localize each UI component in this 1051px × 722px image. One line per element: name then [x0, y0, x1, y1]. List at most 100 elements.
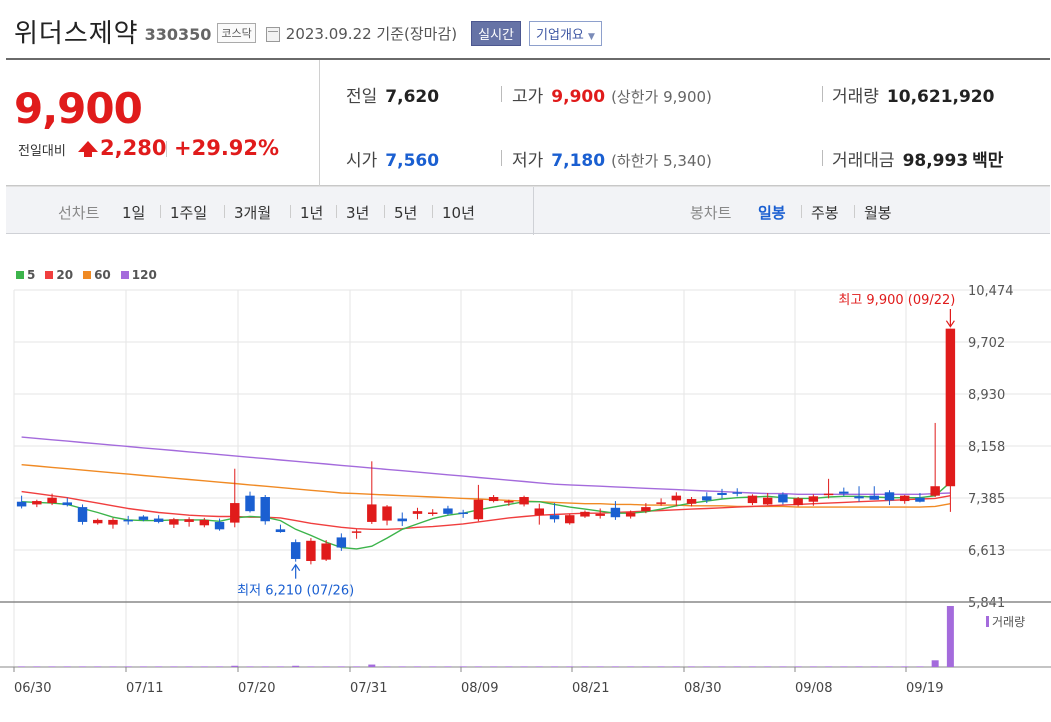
candle-body	[717, 492, 727, 495]
volume-bar	[429, 666, 437, 667]
y-tick-label: 9,702	[968, 336, 1005, 351]
volume-bar	[581, 666, 589, 667]
candle-body	[610, 507, 621, 518]
candle-body	[184, 519, 194, 522]
title-row: 위더스제약 330350 코스닥 2023.09.22 기준(장마감) 실시간 …	[14, 14, 602, 49]
high-annotation: 최고 9,900 (09/22)	[838, 293, 955, 308]
trade-amount: 거래대금 98,993 백만	[832, 151, 1004, 171]
volume-bar	[688, 666, 696, 667]
candle-body	[732, 492, 742, 494]
candle-body	[351, 531, 362, 533]
candle-body	[504, 501, 514, 503]
tab-3y[interactable]: 3년	[346, 204, 370, 222]
volume-bar	[170, 666, 178, 667]
candle-body	[884, 492, 895, 501]
plot-background	[14, 290, 1037, 667]
volume-bar	[931, 660, 939, 667]
volume-bar	[322, 666, 330, 667]
candle-body	[808, 496, 819, 502]
candle-body	[214, 521, 225, 530]
volume-bar	[474, 666, 482, 667]
candle-body	[839, 491, 849, 494]
price-panel: 9,900 전일대비 2,280 +29.92%	[6, 60, 320, 186]
volume-bar	[413, 666, 421, 667]
volume-label: 거래량	[992, 615, 1025, 629]
candle-body	[245, 495, 255, 512]
volume-bar	[368, 664, 376, 667]
x-tick-label: 07/31	[350, 681, 387, 696]
candle-body	[275, 529, 286, 533]
chart-tabbar: 선차트 1일 1주일 3개월 1년 3년 5년 10년 봉차트 일봉 주봉 월봉	[6, 186, 1050, 235]
candle-body	[199, 519, 210, 526]
y-tick-label: 10,474	[968, 284, 1014, 299]
volume-bar	[276, 666, 284, 667]
candle-body	[427, 512, 438, 515]
volume-bar	[505, 666, 513, 667]
x-tick-label: 09/08	[795, 681, 832, 696]
date-info: 2023.09.22 기준(장마감)	[285, 24, 458, 43]
volume-bar	[596, 666, 604, 667]
candle-body	[260, 497, 270, 522]
candle-body	[625, 512, 636, 517]
volume-legend-swatch	[986, 616, 989, 627]
candle-body	[762, 497, 773, 505]
tab-3m[interactable]: 3개월	[234, 204, 272, 222]
volume-bar	[901, 666, 909, 667]
line-chart-label: 선차트	[58, 204, 100, 222]
volume-bar	[337, 666, 345, 667]
volume-bar	[124, 666, 132, 667]
candle-body	[230, 503, 240, 523]
candle-body	[108, 519, 118, 525]
candle-body	[47, 497, 57, 504]
volume-bar	[627, 666, 635, 667]
candle-chart-label: 봉차트	[690, 204, 732, 222]
volume-bar	[825, 666, 833, 667]
volume-bar	[398, 666, 406, 667]
x-tick-label: 06/30	[14, 681, 51, 696]
volume-bar	[231, 665, 239, 667]
candle-body	[899, 495, 910, 502]
candle-body	[945, 328, 956, 487]
candle-body	[32, 501, 42, 505]
company-info-button[interactable]: 기업개요 ▼	[529, 20, 602, 46]
chart-legend: 5 20 60 120	[16, 268, 157, 282]
x-tick-label: 07/11	[126, 681, 163, 696]
candle-body	[153, 518, 164, 522]
candle-body	[778, 494, 788, 503]
tab-1d[interactable]: 1일	[122, 204, 146, 222]
volume-bar	[109, 666, 117, 667]
quote-panel: 9,900 전일대비 2,280 +29.92% 전일 7,620 시가 7,560…	[6, 58, 1050, 186]
y-tick-label: 5,841	[968, 596, 1005, 611]
tab-daily[interactable]: 일봉	[758, 204, 786, 222]
volume-bar	[566, 666, 574, 667]
y-tick-label: 6,613	[968, 544, 1005, 559]
volume-bar	[764, 666, 772, 667]
x-tick-label: 08/30	[684, 681, 721, 696]
tab-1w[interactable]: 1주일	[170, 204, 208, 222]
candle-body	[321, 543, 331, 560]
candle-body	[397, 518, 407, 522]
high-price: 고가 9,900 (상한가 9,900)	[512, 87, 712, 107]
volume-bar	[672, 666, 680, 667]
market-badge: 코스닥	[217, 23, 256, 43]
volume-bar	[748, 666, 756, 667]
low-annotation: 최저 6,210 (07/26)	[237, 584, 354, 599]
candle-body	[473, 499, 484, 520]
realtime-button[interactable]: 실시간	[471, 20, 522, 46]
tab-weekly[interactable]: 주봉	[811, 204, 839, 222]
volume-bar	[551, 666, 559, 667]
x-tick-label: 07/20	[238, 681, 275, 696]
volume-bar	[444, 666, 452, 667]
volume-bar	[718, 666, 726, 667]
volume-bar	[79, 666, 87, 667]
volume-bar	[809, 666, 817, 667]
candle-body	[16, 501, 27, 507]
volume-bar	[840, 666, 848, 667]
calendar-icon	[265, 26, 280, 42]
volume-bar	[855, 666, 863, 667]
tab-1y[interactable]: 1년	[300, 204, 324, 222]
tab-10y[interactable]: 10년	[442, 204, 475, 222]
tab-5y[interactable]: 5년	[394, 204, 418, 222]
tab-monthly[interactable]: 월봉	[864, 204, 892, 222]
candlestick-chart[interactable]: 10,474 9,702 8,930 8,158 7,385 6,613 5,841 06/3…	[0, 280, 1051, 722]
